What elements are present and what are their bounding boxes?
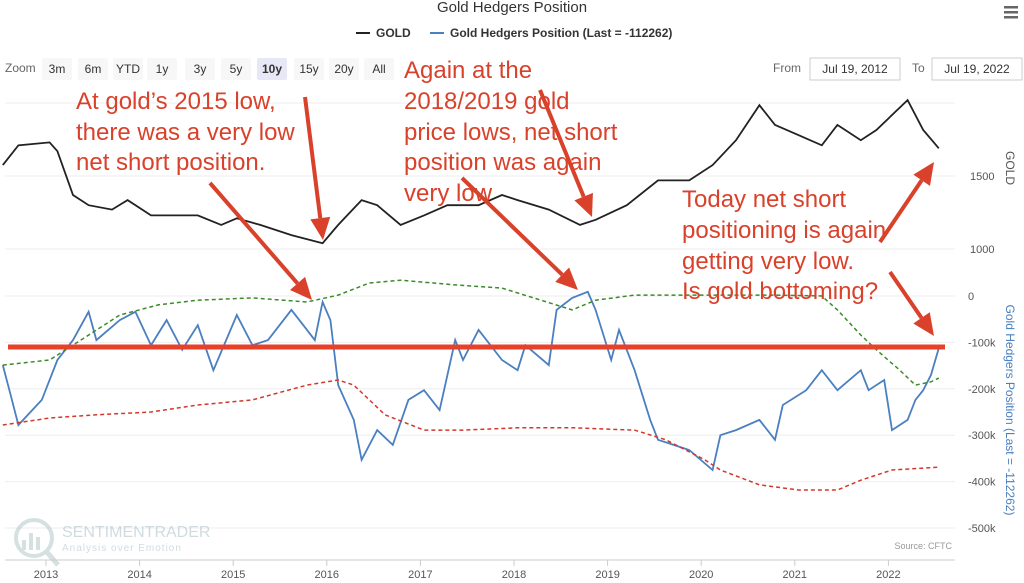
hedgers-y-tick: -500k: [968, 523, 996, 535]
legend-label-hedgers: Gold Hedgers Position (Last = -112262): [450, 26, 672, 40]
legend-item-hedgers[interactable]: Gold Hedgers Position (Last = -112262): [430, 26, 672, 40]
zoom-button-5y[interactable]: 5y: [221, 58, 251, 80]
zoom-button-3y[interactable]: 3y: [185, 58, 215, 80]
hedgers-axis-title: Gold Hedgers Position (Last = -112262): [1003, 305, 1017, 516]
zoom-button-label: 20y: [334, 62, 353, 76]
hedgers-y-tick: -300k: [968, 430, 996, 442]
gold-y-tick: 1500: [970, 171, 994, 183]
zoom-button-6m[interactable]: 6m: [78, 58, 108, 80]
lower-band-line: [2, 379, 939, 491]
zoom-button-20y[interactable]: 20y: [329, 58, 359, 80]
watermark-logo: SENTIMENTRADER Analysis over Emotion: [14, 518, 210, 567]
hedgers-position-line: [1, 290, 940, 472]
gold-y-tick: 1000: [970, 244, 994, 256]
zoom-button-label: 6m: [85, 62, 102, 76]
chart-title: Gold Hedgers Position: [437, 0, 587, 16]
x-tick-label: 2018: [502, 569, 526, 581]
annotation-arrow: [878, 162, 934, 244]
to-date-input[interactable]: Jul 19, 2022: [931, 57, 1023, 81]
zoom-button-label: 1y: [156, 62, 169, 76]
source-label: Source: CFTC: [894, 541, 952, 551]
to-label: To: [912, 61, 925, 75]
annotations: At gold’s 2015 low, there was a very low…: [76, 57, 934, 336]
x-tick-label: 2022: [876, 569, 900, 581]
annotation-arrow: [460, 176, 578, 290]
zoom-button-all[interactable]: All: [364, 58, 394, 80]
zoom-button-1y[interactable]: 1y: [147, 58, 177, 80]
annotation-2018-lows: Again at the 2018/2019 gold price lows, …: [404, 57, 624, 207]
hamburger-menu-icon[interactable]: [1004, 6, 1018, 19]
from-label: From: [773, 61, 801, 75]
legend-label-gold: GOLD: [376, 26, 411, 40]
annotation-arrow: [303, 96, 331, 240]
legend-item-gold[interactable]: GOLD: [356, 26, 411, 40]
zoom-button-label: 3m: [49, 62, 66, 76]
zoom-label: Zoom: [5, 61, 36, 75]
zoom-button-10y[interactable]: 10y: [257, 58, 287, 80]
hedgers-y-tick: -200k: [968, 384, 996, 396]
annotation-arrow: [888, 270, 934, 336]
x-tick-label: 2014: [127, 569, 151, 581]
watermark-brand: SENTIMENTRADER: [62, 524, 210, 541]
from-date-input[interactable]: Jul 19, 2012: [809, 57, 901, 81]
zoom-button-3m[interactable]: 3m: [42, 58, 72, 80]
annotation-arrow: [208, 181, 312, 300]
zoom-button-label: All: [372, 62, 385, 76]
zoom-button-label: 3y: [194, 62, 207, 76]
hedgers-y-tick: -100k: [968, 337, 996, 349]
hedgers-y-tick: -400k: [968, 477, 996, 489]
gold-axis-title: GOLD: [1003, 151, 1017, 185]
x-tick-label: 2016: [315, 569, 339, 581]
x-tick-label: 2015: [221, 569, 245, 581]
x-tick-label: 2017: [408, 569, 432, 581]
watermark-tagline: Analysis over Emotion: [62, 543, 182, 554]
zoom-button-label: YTD: [116, 62, 140, 76]
x-tick-label: 2021: [783, 569, 807, 581]
zoom-button-15y[interactable]: 15y: [294, 58, 324, 80]
legend: GOLD Gold Hedgers Position (Last = -1122…: [356, 26, 672, 40]
zoom-button-label: 10y: [262, 62, 282, 76]
annotation-2015-low: At gold’s 2015 low, there was a very low…: [76, 88, 301, 176]
x-tick-label: 2019: [595, 569, 619, 581]
annotation-today: Today net short positioning is again get…: [682, 186, 893, 305]
from-date-value: Jul 19, 2012: [822, 62, 888, 76]
zoom-button-label: 5y: [230, 62, 243, 76]
to-date-value: Jul 19, 2022: [944, 62, 1010, 76]
annotation-arrow: [538, 89, 593, 217]
zoom-button-label: 15y: [299, 62, 318, 76]
zoom-button-ytd[interactable]: YTD: [113, 58, 143, 80]
x-tick-label: 2020: [689, 569, 713, 581]
x-tick-label: 2013: [34, 569, 58, 581]
hedgers-y-tick: 0: [968, 291, 974, 303]
